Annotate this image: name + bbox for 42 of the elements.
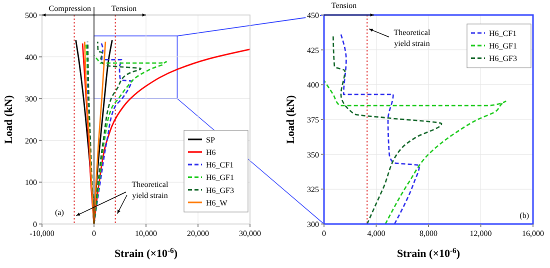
- x-tick-label: 4,000: [367, 229, 386, 238]
- y-tick-label: 325: [307, 185, 319, 194]
- y-tick-label: 200: [25, 136, 37, 146]
- x-tick-label: 20,000: [187, 229, 209, 238]
- legend-label: H6_GF3: [489, 54, 518, 64]
- legend-label: H6_CF1: [489, 29, 517, 38]
- y-tick-label: 375: [307, 116, 319, 124]
- x-tick-label: 12,000: [470, 229, 492, 238]
- annotation: (b): [520, 211, 530, 220]
- legend-label: H6_GF1: [206, 173, 234, 182]
- x-axis-title: Strain (×10$^{-6}$): [114, 246, 178, 260]
- x-tick-label: 0: [322, 229, 326, 238]
- legend-label: H6: [206, 148, 216, 157]
- text: Compression: [48, 4, 91, 13]
- y-tick-label: 300: [25, 94, 37, 104]
- y-tick-label: 100: [25, 178, 37, 188]
- text: Tension: [111, 4, 137, 13]
- text: Tension: [331, 1, 357, 10]
- x-tick-label: 16,000: [522, 229, 544, 238]
- annotation: (a): [55, 208, 64, 217]
- x-tick-label: 8,000: [420, 229, 438, 238]
- y-axis-title: Load (kN): [285, 94, 297, 144]
- x-tick-label: 10,000: [135, 229, 157, 238]
- y-tick-label: 0: [33, 220, 37, 229]
- y-tick-label: 400: [25, 52, 37, 62]
- x-tick-label: -10,000: [30, 229, 54, 238]
- y-tick-label: 350: [307, 150, 319, 160]
- y-tick-label: 300: [307, 220, 319, 229]
- y-tick-label: 400: [307, 80, 319, 90]
- legend-label: H6_CF1: [206, 160, 234, 170]
- y-tick-label: 425: [307, 46, 319, 55]
- x-tick-label: 0: [92, 229, 96, 238]
- y-axis-title: Load (kN): [3, 94, 15, 144]
- legend-label: SP: [206, 135, 216, 144]
- y-tick-label: 500: [25, 11, 37, 20]
- x-axis-title: Strain (×10$^{-6}$): [396, 246, 460, 260]
- annotation: Theoretical yield strain: [132, 180, 169, 200]
- annotation: Theoretical yield strain: [394, 28, 431, 48]
- legend-label: H6_W: [206, 198, 228, 208]
- legend-label: H6_GF3: [206, 186, 234, 195]
- x-tick-label: 30,000: [239, 229, 261, 238]
- legend-label: H6_GF1: [489, 42, 518, 51]
